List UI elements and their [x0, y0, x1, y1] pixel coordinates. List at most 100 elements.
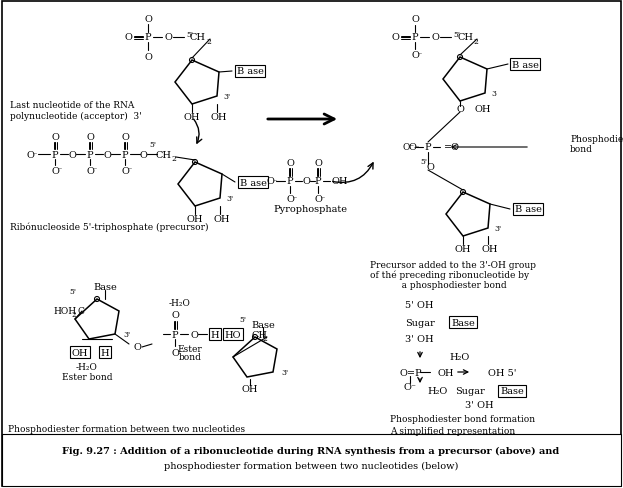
- Text: O: O: [103, 150, 111, 159]
- Text: 3': 3': [223, 93, 230, 101]
- Text: OH: OH: [211, 113, 227, 122]
- Text: P: P: [315, 177, 321, 186]
- Text: a phosphodiester bond: a phosphodiester bond: [370, 280, 506, 289]
- Text: P: P: [412, 34, 418, 42]
- Bar: [2, 434, 621, 486]
- Text: 3': 3': [226, 195, 233, 203]
- Text: 5': 5': [239, 315, 247, 324]
- Text: Fig. 9.27 : Addition of a ribonucleotide during RNA synthesis from a precursor (: Fig. 9.27 : Addition of a ribonucleotide…: [62, 446, 559, 455]
- Text: O: O: [314, 158, 322, 167]
- Text: 3: 3: [491, 90, 496, 98]
- Text: OH: OH: [455, 245, 471, 254]
- Text: 5': 5': [186, 31, 194, 39]
- Text: O: O: [190, 330, 198, 339]
- Text: O: O: [411, 51, 419, 61]
- Text: ⁻: ⁻: [415, 145, 419, 153]
- Text: Phosphodiester bond formation: Phosphodiester bond formation: [390, 415, 535, 424]
- Text: 2: 2: [262, 334, 267, 342]
- Text: O: O: [408, 143, 416, 152]
- Text: OH: OH: [214, 215, 231, 224]
- Text: -H₂O: -H₂O: [76, 363, 98, 372]
- Text: ⁻: ⁻: [273, 179, 277, 186]
- Text: A simplified representation: A simplified representation: [390, 426, 515, 435]
- Text: Sugar: Sugar: [405, 318, 435, 327]
- Text: P: P: [52, 150, 59, 159]
- Text: OH: OH: [184, 113, 200, 122]
- Text: P: P: [121, 150, 128, 159]
- Text: O: O: [51, 132, 59, 141]
- Text: =O: =O: [444, 143, 460, 152]
- Text: CH: CH: [155, 150, 171, 159]
- Text: O: O: [124, 34, 132, 42]
- Text: O: O: [26, 150, 34, 159]
- Text: 2: 2: [473, 38, 478, 46]
- Text: bond: bond: [570, 145, 593, 154]
- Text: O: O: [426, 163, 434, 172]
- Text: 3' OH: 3' OH: [465, 400, 493, 408]
- Text: CH: CH: [457, 34, 473, 42]
- Text: 2: 2: [171, 155, 176, 163]
- Text: 3': 3': [494, 224, 501, 232]
- Text: O: O: [121, 166, 129, 175]
- Text: ⁻: ⁻: [128, 167, 132, 175]
- Text: H: H: [101, 348, 109, 357]
- Text: O: O: [144, 15, 152, 23]
- Text: Base: Base: [93, 283, 117, 292]
- Text: 5' OH: 5' OH: [405, 300, 434, 309]
- Text: O: O: [86, 166, 94, 175]
- Text: 5': 5': [421, 158, 427, 165]
- Text: O: O: [86, 132, 94, 141]
- Text: O⁻: O⁻: [403, 382, 416, 391]
- Text: polynucleotide (acceptor)  3': polynucleotide (acceptor) 3': [10, 111, 141, 121]
- Text: O: O: [266, 177, 274, 186]
- Text: ⁻: ⁻: [418, 52, 422, 60]
- Text: OH 5': OH 5': [488, 368, 516, 377]
- Text: Pyrophosphate: Pyrophosphate: [273, 205, 347, 214]
- Text: Base: Base: [251, 320, 275, 329]
- Text: P: P: [87, 150, 93, 159]
- Text: 3': 3': [123, 330, 130, 338]
- Text: 2: 2: [207, 38, 211, 46]
- Text: OH: OH: [187, 215, 203, 224]
- Text: CH: CH: [251, 330, 267, 339]
- Text: ⁻: ⁻: [293, 196, 297, 203]
- Text: OH: OH: [332, 177, 348, 186]
- Text: P: P: [425, 143, 431, 152]
- Text: O: O: [456, 105, 464, 114]
- Text: ⁻: ⁻: [93, 167, 97, 175]
- Text: O: O: [314, 195, 322, 204]
- Text: ⁻: ⁻: [33, 152, 37, 160]
- Text: P: P: [145, 34, 151, 42]
- Text: Precursor added to the 3'-OH group: Precursor added to the 3'-OH group: [370, 260, 536, 269]
- Text: HO: HO: [225, 330, 241, 339]
- Text: Ester: Ester: [178, 344, 202, 353]
- Text: ⁻: ⁻: [58, 167, 62, 175]
- Text: O=P: O=P: [400, 368, 422, 377]
- Text: 5': 5': [454, 31, 460, 39]
- Text: O: O: [171, 311, 179, 320]
- Text: O⁻—: O⁻—: [403, 142, 424, 151]
- Text: O: O: [286, 158, 294, 167]
- Text: 5': 5': [70, 287, 77, 295]
- Text: 5': 5': [150, 141, 156, 149]
- Text: Base: Base: [451, 318, 475, 327]
- Text: O: O: [164, 34, 172, 42]
- Text: 2: 2: [72, 310, 77, 318]
- Text: O: O: [286, 195, 294, 204]
- Text: Sugar: Sugar: [455, 386, 485, 396]
- Text: O: O: [133, 343, 141, 352]
- Text: OH: OH: [438, 368, 455, 377]
- Text: O: O: [68, 150, 76, 159]
- Text: 3': 3': [281, 368, 288, 376]
- Text: Phosphodiester formation between two nucleotides: Phosphodiester formation between two nuc…: [8, 425, 245, 434]
- Text: -H₂O: -H₂O: [169, 298, 191, 307]
- Text: Ribónucleoside 5'-triphosphate (precursor): Ribónucleoside 5'-triphosphate (precurso…: [10, 222, 209, 231]
- Text: P: P: [172, 330, 178, 339]
- Text: O: O: [431, 34, 439, 42]
- Text: Last nucleotide of the RNA: Last nucleotide of the RNA: [10, 102, 135, 110]
- Text: of thé preceding ribonucleotide by: of thé preceding ribonucleotide by: [370, 270, 529, 279]
- Text: B ase: B ase: [237, 67, 264, 76]
- Text: Phosphodiester: Phosphodiester: [570, 135, 623, 144]
- Text: O: O: [51, 166, 59, 175]
- Text: H₂O: H₂O: [450, 352, 470, 361]
